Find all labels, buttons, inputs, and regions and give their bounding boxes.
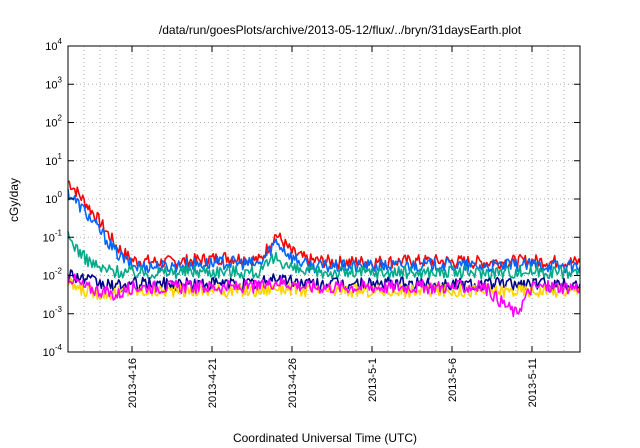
x-tick-label: 2013-5-11 bbox=[527, 358, 539, 407]
y-tick-label: 100 bbox=[45, 190, 62, 206]
x-tick-label: 2013-5-6 bbox=[447, 358, 459, 402]
grid bbox=[68, 46, 580, 352]
chart-title: /data/run/goesPlots/archive/2013-05-12/f… bbox=[159, 23, 522, 37]
y-tick-label: 102 bbox=[45, 114, 62, 130]
x-tick-label: 2013-4-21 bbox=[207, 358, 219, 408]
x-tick-label: 2013-5-1 bbox=[367, 358, 379, 402]
y-tick-label: 10-3 bbox=[43, 305, 63, 321]
y-axis-label: cGy/day bbox=[7, 178, 21, 222]
y-tick-label: 10-1 bbox=[43, 228, 63, 244]
y-tick-label: 104 bbox=[45, 37, 62, 53]
y-tick-label: 10-2 bbox=[43, 267, 63, 283]
series-group bbox=[67, 180, 581, 318]
y-tick-label: 103 bbox=[45, 75, 62, 91]
series-line bbox=[67, 231, 581, 280]
x-axis-label: Coordinated Universal Time (UTC) bbox=[233, 431, 417, 445]
series-line bbox=[67, 189, 581, 274]
x-tick-label: 2013-4-16 bbox=[127, 358, 139, 408]
tick-group: 10-4 10-3 10-2 10-1 100 101 102 103 104 2013-4-16… bbox=[43, 37, 580, 408]
y-tick-label: 10-4 bbox=[43, 343, 63, 359]
y-tick-label: 101 bbox=[45, 152, 62, 168]
x-tick-label: 2013-4-26 bbox=[287, 358, 299, 408]
series-line bbox=[67, 273, 581, 318]
